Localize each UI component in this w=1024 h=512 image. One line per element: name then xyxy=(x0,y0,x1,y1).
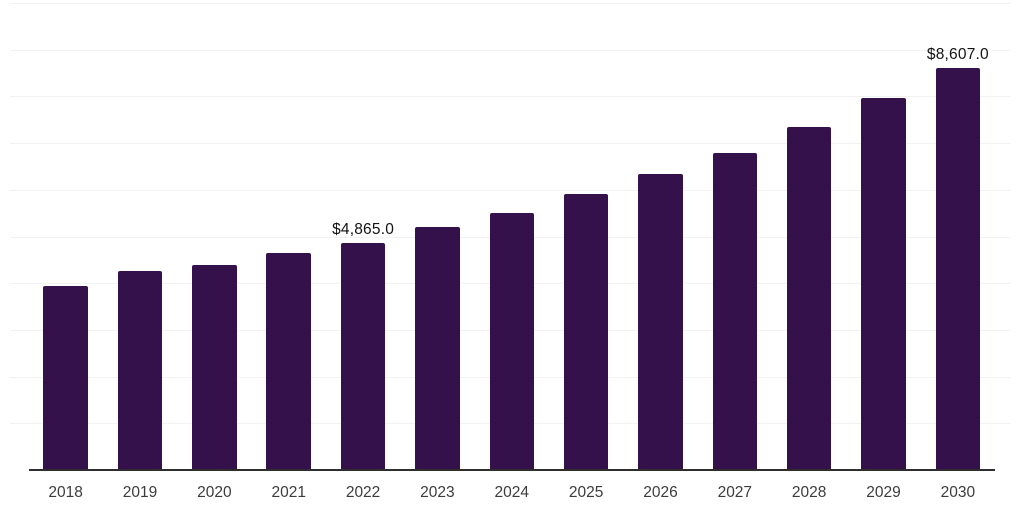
value-label-2022: $4,865.0 xyxy=(332,220,395,238)
bar-2022 xyxy=(340,242,386,470)
value-label-2030: $8,607.0 xyxy=(926,46,989,64)
bar-2024 xyxy=(489,212,535,470)
gridline-6000 xyxy=(10,189,1011,191)
gridline-7000 xyxy=(10,143,1011,145)
x-tick-2020: 2020 xyxy=(197,484,232,501)
bar-2027 xyxy=(712,153,758,470)
x-tick-2029: 2029 xyxy=(866,484,901,501)
bar-2018 xyxy=(43,285,88,470)
x-tick-2028: 2028 xyxy=(791,484,827,501)
gridline-10000 xyxy=(10,3,1011,4)
x-tick-2026: 2026 xyxy=(643,484,678,501)
x-axis-line xyxy=(28,469,995,471)
x-tick-2021: 2021 xyxy=(271,484,306,501)
x-tick-2019: 2019 xyxy=(122,484,158,501)
gridline-8000 xyxy=(10,96,1011,98)
bar-2029 xyxy=(861,98,906,470)
bar-2030 xyxy=(935,68,981,470)
x-tick-2018: 2018 xyxy=(48,484,83,501)
bar-2019 xyxy=(117,271,163,470)
gridline-9000 xyxy=(10,49,1011,51)
x-tick-2025: 2025 xyxy=(568,484,604,501)
bar-2026 xyxy=(638,174,683,470)
x-tick-2024: 2024 xyxy=(494,484,530,501)
x-tick-2022: 2022 xyxy=(345,484,381,501)
x-tick-2030: 2030 xyxy=(940,484,976,501)
bar-2023 xyxy=(415,227,460,470)
bar-2028 xyxy=(786,126,832,470)
x-tick-2027: 2027 xyxy=(717,484,753,501)
x-tick-2023: 2023 xyxy=(420,484,455,501)
bar-2020 xyxy=(192,264,237,470)
bar-2021 xyxy=(266,253,311,470)
bar-2025 xyxy=(563,194,609,470)
